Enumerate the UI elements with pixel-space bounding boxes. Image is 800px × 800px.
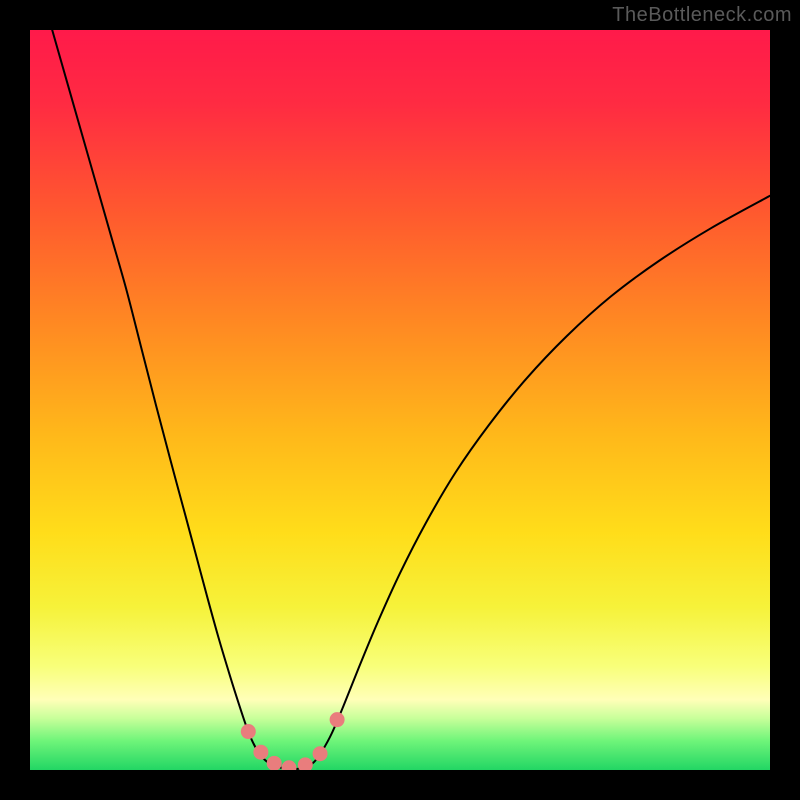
watermark-text: TheBottleneck.com [612, 4, 792, 27]
marker-point-2 [267, 756, 281, 770]
chart-stage: TheBottleneck.com [0, 0, 800, 800]
chart-svg [0, 0, 800, 800]
marker-point-1 [254, 745, 268, 759]
marker-point-5 [313, 747, 327, 761]
plot-background-gradient [30, 30, 770, 770]
marker-point-6 [330, 713, 344, 727]
marker-point-0 [241, 725, 255, 739]
marker-point-4 [298, 758, 312, 772]
